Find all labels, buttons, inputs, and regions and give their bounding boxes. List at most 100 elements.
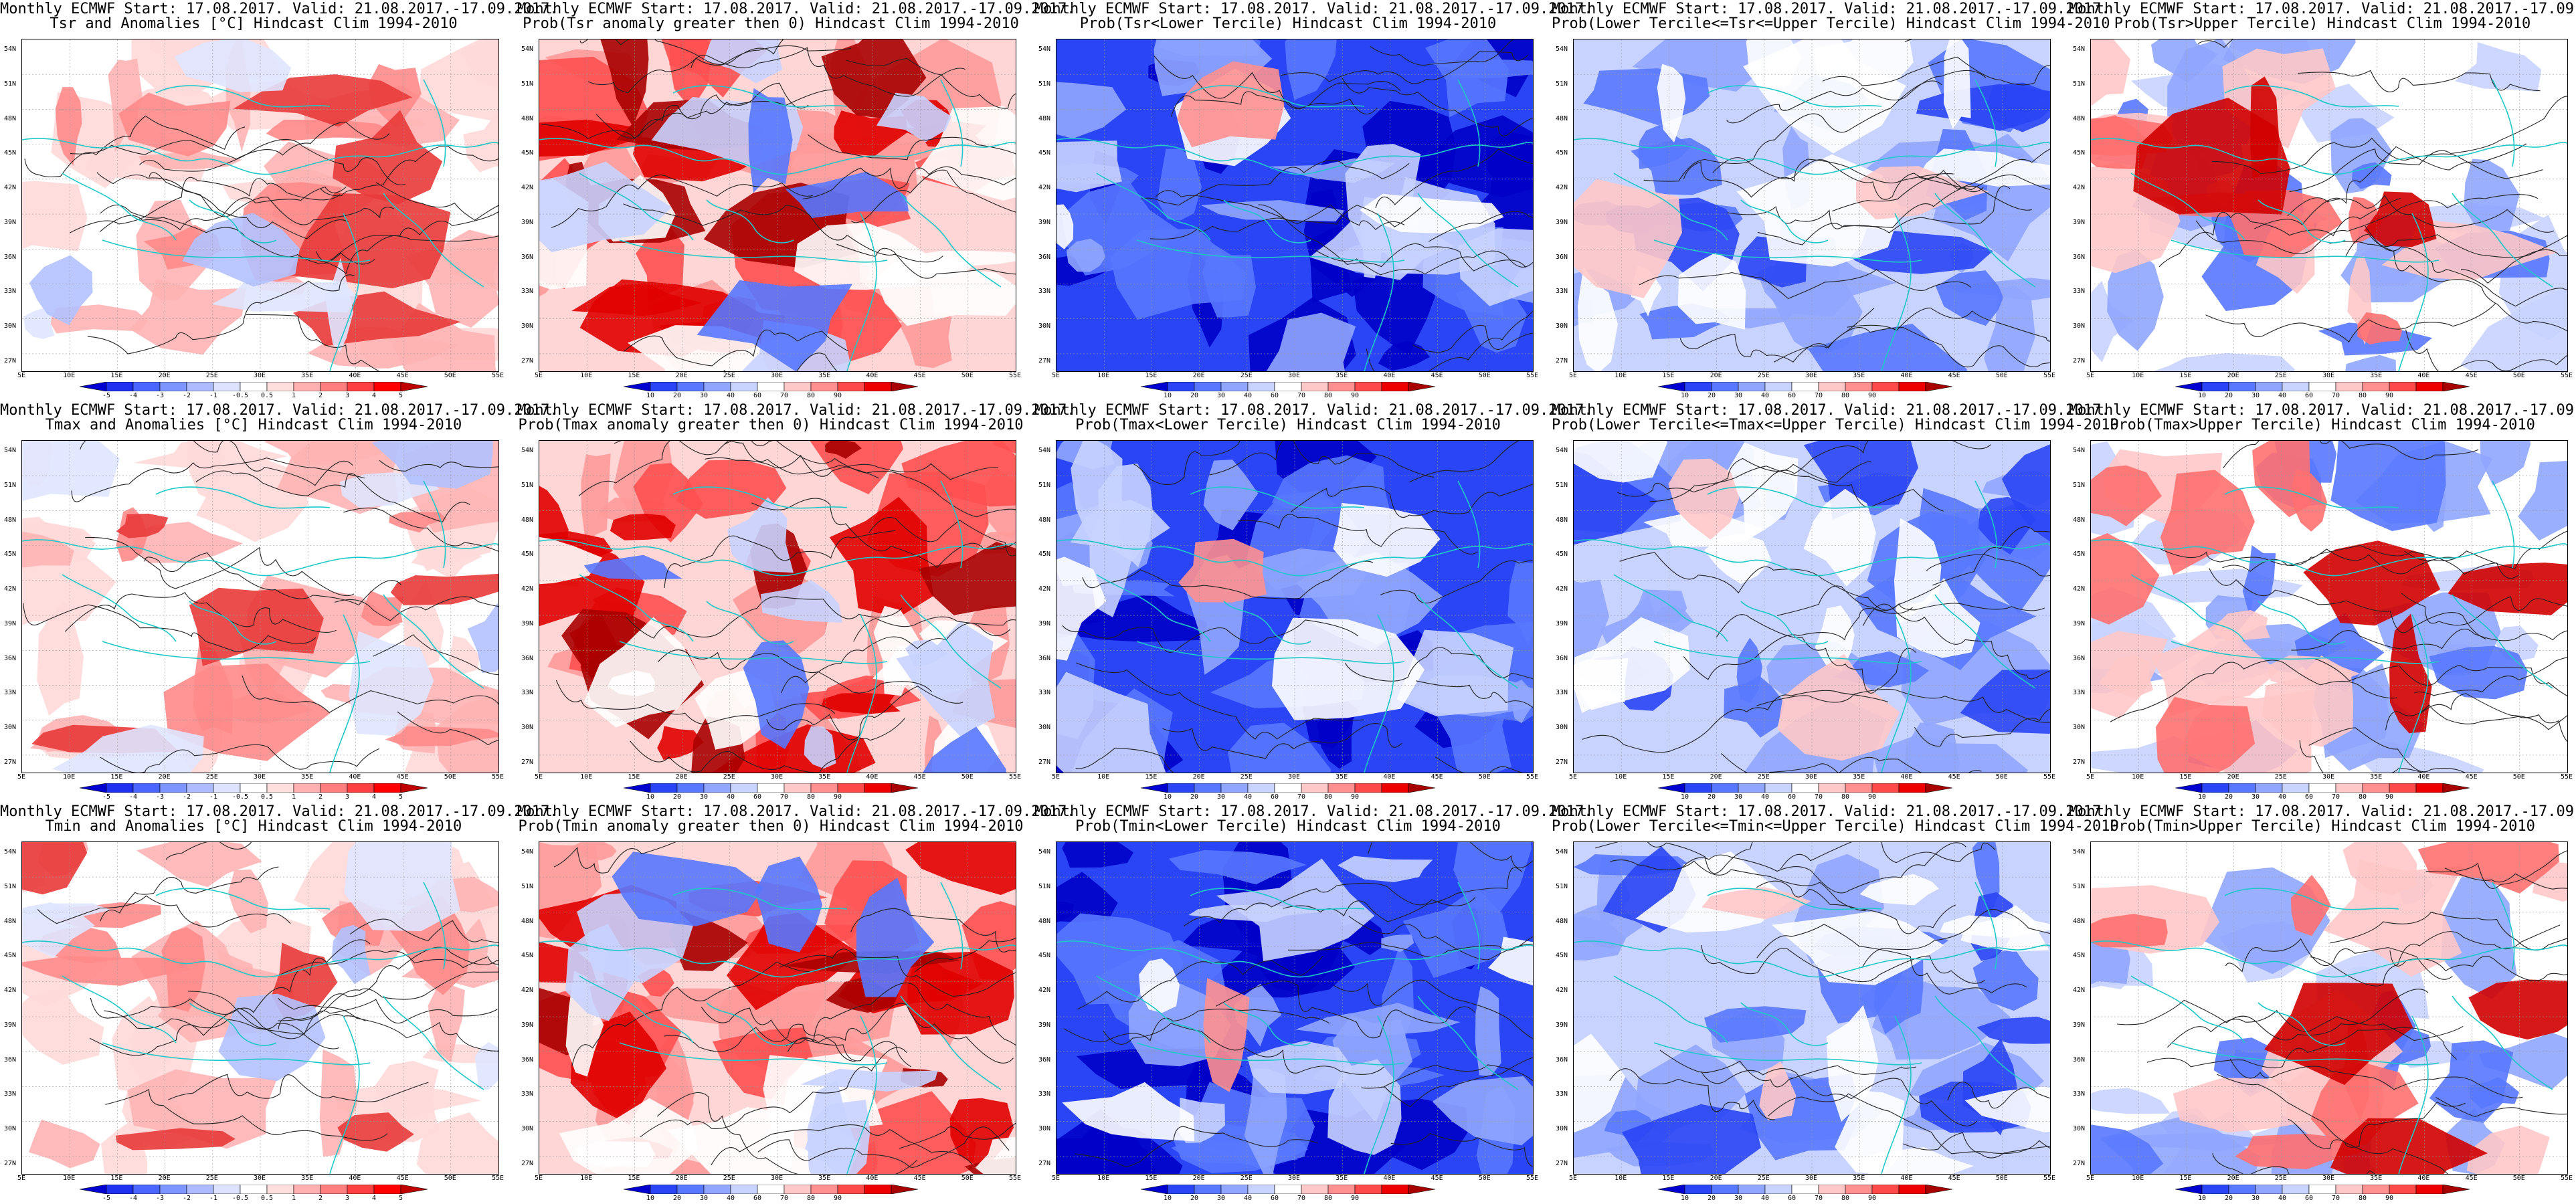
colorbar-swatch bbox=[703, 381, 731, 392]
longitude-label: 30E bbox=[253, 773, 266, 781]
latitude-label: 36N bbox=[4, 654, 17, 662]
longitude-label: 40E bbox=[1900, 773, 1913, 781]
colorbar-tick-label: -5 bbox=[102, 793, 111, 801]
colorbar-swatch bbox=[1167, 381, 1195, 392]
longitude-label: 10E bbox=[63, 773, 76, 781]
longitude-label: 25E bbox=[2274, 1175, 2287, 1182]
map-frame bbox=[2090, 841, 2568, 1175]
colorbar-tick-label: 30 bbox=[1216, 793, 1226, 801]
probability-shading bbox=[22, 842, 498, 1174]
colorbar-swatch bbox=[2282, 381, 2310, 392]
colorbar-swatch bbox=[320, 1184, 348, 1195]
map-frame bbox=[1056, 39, 1534, 372]
latitude-label: 30N bbox=[1038, 724, 1051, 732]
colorbar: -5 -4 -3 -2 -1 -0.5 0.5 1 2 3 4 5 bbox=[79, 381, 428, 401]
colorbar-swatch bbox=[784, 1184, 812, 1195]
colorbar-tick-label: 0.5 bbox=[260, 392, 274, 399]
longitude-label: 40E bbox=[349, 773, 361, 781]
longitude-label: 30E bbox=[1805, 773, 1818, 781]
latitude-label: 51N bbox=[4, 882, 17, 890]
latitude-label: 39N bbox=[1038, 218, 1051, 226]
graticule bbox=[1574, 39, 2050, 371]
longitude-label: 20E bbox=[158, 372, 171, 379]
longitude-label: 25E bbox=[2274, 372, 2287, 379]
coastlines bbox=[22, 480, 498, 773]
colorbar-swatch bbox=[2255, 783, 2283, 793]
longitude-label: 50E bbox=[2512, 372, 2525, 379]
colorbar-swatch bbox=[837, 783, 865, 793]
longitude-label: 55E bbox=[1008, 1175, 1022, 1182]
colorbar-tick-label: 20 bbox=[1190, 392, 1199, 399]
longitude-label: 40E bbox=[866, 1175, 879, 1182]
longitude-label: 20E bbox=[1192, 1175, 1205, 1182]
latitude-label: 33N bbox=[4, 288, 17, 296]
longitude-label: 35E bbox=[1853, 372, 1865, 379]
latitude-label: 39N bbox=[521, 1021, 534, 1029]
latitude-label: 39N bbox=[1556, 218, 1568, 226]
latitude-label: 39N bbox=[4, 619, 17, 627]
colorbar-swatch bbox=[1764, 783, 1792, 793]
colorbar-tick-label: 90 bbox=[833, 793, 842, 801]
latitude-label: 45N bbox=[4, 550, 17, 559]
colorbar: 10 20 30 40 60 70 80 90 bbox=[623, 1184, 919, 1204]
colorbar-swatch bbox=[266, 381, 294, 392]
graticule bbox=[2091, 441, 2567, 773]
latitude-label: 42N bbox=[4, 987, 17, 995]
latitude-label: 45N bbox=[2073, 149, 2086, 157]
colorbar-tick-label: 60 bbox=[1270, 1195, 1279, 1202]
colorbar-swatch bbox=[1274, 1184, 1302, 1195]
panel-subtitle: Tsr and Anomalies [°C] Hindcast Clim 199… bbox=[50, 15, 458, 32]
forecast-map-panel: Monthly ECMWF Start: 17.08.2017. Valid: … bbox=[1552, 803, 2119, 1204]
panel-subtitle: Prob(Tsr anomaly greater then 0) Hindcas… bbox=[523, 15, 1019, 32]
latitude-label: 33N bbox=[1038, 288, 1051, 296]
colorbar-swatch bbox=[2255, 381, 2283, 392]
colorbar-swatch bbox=[2201, 381, 2229, 392]
longitude-label: 10E bbox=[1615, 1175, 1627, 1182]
colorbar-swatch bbox=[79, 381, 107, 392]
latitude-label: 30N bbox=[2073, 724, 2086, 732]
colorbar-swatch bbox=[1925, 783, 1953, 793]
latitude-label: 48N bbox=[521, 114, 534, 122]
longitude-label: 55E bbox=[1526, 372, 1539, 379]
colorbar-swatch bbox=[266, 1184, 294, 1195]
colorbar-swatch bbox=[1194, 381, 1222, 392]
probability-shading bbox=[1056, 441, 1533, 773]
panel-header: Monthly ECMWF Start: 17.08.2017. Valid: … bbox=[517, 1, 1076, 17]
longitude-label: 5E bbox=[17, 773, 26, 781]
colorbar-swatch bbox=[1327, 381, 1356, 392]
colorbar-tick-label: 20 bbox=[672, 392, 682, 399]
coastlines bbox=[1574, 79, 2050, 371]
longitude-label: 25E bbox=[1757, 773, 1770, 781]
colorbar-swatch bbox=[810, 381, 838, 392]
colorbar-swatch bbox=[293, 1184, 321, 1195]
longitude-label: 20E bbox=[1710, 1175, 1722, 1182]
longitude-label: 30E bbox=[770, 1175, 784, 1182]
colorbar-swatch bbox=[1845, 1184, 1873, 1195]
latitude-label: 42N bbox=[521, 184, 534, 192]
colorbar-swatch bbox=[400, 381, 428, 392]
latitude-label: 36N bbox=[1038, 654, 1051, 662]
probability-shading bbox=[1056, 39, 1533, 371]
colorbar-tick-label: 30 bbox=[1216, 392, 1226, 399]
colorbar-swatch bbox=[1381, 1184, 1409, 1195]
colorbar-tick-label: 30 bbox=[2251, 392, 2260, 399]
longitude-label: 50E bbox=[444, 1175, 456, 1182]
colorbar-tick-label: 1 bbox=[291, 392, 296, 399]
colorbar-swatch bbox=[213, 381, 241, 392]
longitude-label: 30E bbox=[2322, 372, 2335, 379]
colorbar-swatch bbox=[1381, 783, 1409, 793]
colorbar-tick-label: 10 bbox=[1680, 1195, 1689, 1202]
longitude-label: 20E bbox=[1192, 773, 1205, 781]
colorbar-swatch bbox=[320, 783, 348, 793]
colorbar-tick-label: -5 bbox=[102, 392, 111, 399]
panel-subtitle: Prob(Tmax anomaly greater then 0) Hindca… bbox=[518, 417, 1024, 433]
colorbar-swatch bbox=[1898, 783, 1926, 793]
latitude-label: 36N bbox=[4, 1056, 17, 1064]
latitude-label: 36N bbox=[521, 253, 534, 261]
colorbar-tick-label: 90 bbox=[833, 392, 842, 399]
latitude-label: 48N bbox=[4, 516, 17, 524]
coastlines bbox=[1056, 79, 1533, 371]
colorbar-swatch bbox=[730, 1184, 758, 1195]
longitude-label: 35E bbox=[2370, 1175, 2383, 1182]
colorbar-tick-label: 70 bbox=[2331, 793, 2340, 801]
